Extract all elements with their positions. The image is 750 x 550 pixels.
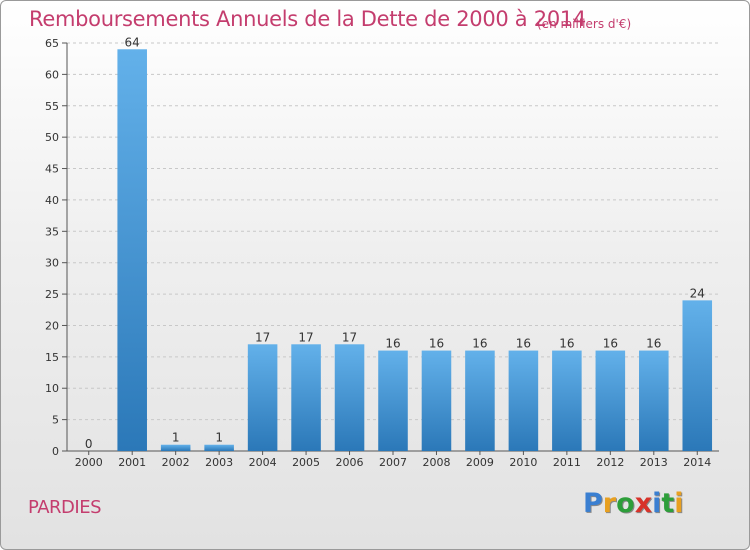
data-label-2002: 1 xyxy=(172,431,180,445)
bar-2003 xyxy=(204,444,234,451)
y-tick-label: 55 xyxy=(45,100,59,113)
bar-2009 xyxy=(465,350,495,451)
x-tick-label-2009: 2009 xyxy=(466,456,494,469)
x-tick-label-2014: 2014 xyxy=(683,456,711,469)
x-tick-labels: 2000 2001 2002 2003 2004 2005 2006 2007 2008 2009… xyxy=(75,456,712,469)
data-label-2005: 17 xyxy=(298,330,313,344)
x-tick-label-2007: 2007 xyxy=(379,456,407,469)
data-label-2006: 17 xyxy=(342,330,357,344)
logo-letter: r xyxy=(602,488,617,519)
bar-2006 xyxy=(334,344,365,451)
y-tick-label: 60 xyxy=(45,68,59,81)
y-tick-label: 10 xyxy=(45,382,59,395)
y-tick-label: 30 xyxy=(45,257,59,270)
data-label-2004: 17 xyxy=(255,330,270,344)
data-label-2008: 16 xyxy=(429,337,444,351)
data-label-2001: 64 xyxy=(125,35,140,49)
y-tick-label: 35 xyxy=(45,225,59,238)
bar-2004 xyxy=(247,344,278,451)
logo-letter: P xyxy=(583,488,603,519)
x-tick-label-2004: 2004 xyxy=(249,456,277,469)
logo-letter: x xyxy=(634,488,653,519)
x-tick-label-2006: 2006 xyxy=(336,456,364,469)
logo-letter: t xyxy=(661,488,675,519)
x-tick-label-2010: 2010 xyxy=(509,456,537,469)
y-tick-label: 50 xyxy=(45,131,59,144)
bar-2007 xyxy=(378,350,408,451)
x-tick-label-2003: 2003 xyxy=(205,456,233,469)
proxiti-logo[interactable]: Proxiti xyxy=(583,488,684,519)
bar-2013 xyxy=(639,350,669,451)
bar-2008 xyxy=(421,350,452,451)
bar-2005 xyxy=(291,344,321,451)
y-tick-label: 40 xyxy=(45,194,59,207)
y-tick-label: 65 xyxy=(45,37,59,50)
logo-letter: o xyxy=(616,488,635,519)
x-tick-label-2008: 2008 xyxy=(422,456,450,469)
data-label-2010: 16 xyxy=(516,337,531,351)
bar-2014 xyxy=(682,300,713,451)
bar-2011 xyxy=(552,350,582,451)
logo-letter: i xyxy=(674,488,684,519)
data-label-2009: 16 xyxy=(472,337,487,351)
y-tick-label: 15 xyxy=(45,351,59,364)
x-tick-label-2002: 2002 xyxy=(162,456,190,469)
y-tick-label: 25 xyxy=(45,288,59,301)
bar-2012 xyxy=(595,350,626,451)
data-label-2014: 24 xyxy=(690,286,705,300)
y-tick-labels: 0 5 10 15 20 25 30 35 40 45 50 55 60 65 xyxy=(45,37,59,458)
chart-title: Remboursements Annuels de la Dette de 20… xyxy=(29,7,586,31)
bar-2002 xyxy=(160,444,191,451)
data-label-2003: 1 xyxy=(215,431,223,445)
bars xyxy=(117,49,713,452)
data-label-2000: 0 xyxy=(85,437,93,451)
x-tick-label-2013: 2013 xyxy=(640,456,668,469)
chart-unit: (en milliers d'€) xyxy=(537,17,632,31)
y-tick-label: 45 xyxy=(45,163,59,176)
bar-2001 xyxy=(117,49,147,452)
x-tick-label-2011: 2011 xyxy=(553,456,581,469)
x-tick-label-2000: 2000 xyxy=(75,456,103,469)
data-label-2007: 16 xyxy=(385,337,400,351)
y-tick-label: 20 xyxy=(45,319,59,332)
x-tick-label-2012: 2012 xyxy=(596,456,624,469)
data-labels: 0 64 1 1 17 17 17 16 16 16 16 16 16 16 24 xyxy=(85,35,705,451)
logo-letter: i xyxy=(652,488,662,519)
x-tick-label-2001: 2001 xyxy=(118,456,146,469)
data-label-2012: 16 xyxy=(603,337,618,351)
y-tick-label: 5 xyxy=(52,414,59,427)
data-label-2013: 16 xyxy=(646,337,661,351)
bar-2010 xyxy=(508,350,539,451)
data-label-2011: 16 xyxy=(559,337,574,351)
y-tick-label: 0 xyxy=(52,445,59,458)
commune-name: PARDIES xyxy=(28,497,102,518)
x-tick-label-2005: 2005 xyxy=(292,456,320,469)
